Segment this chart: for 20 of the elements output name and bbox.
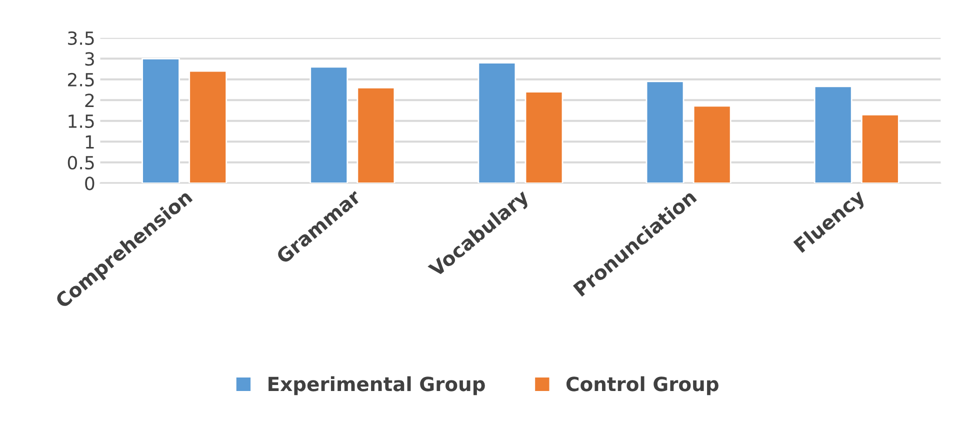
y-tick-label: 2 (85, 94, 94, 107)
bar (646, 80, 684, 184)
y-tick-label: 1 (86, 135, 94, 148)
bar (524, 91, 564, 184)
y-tick-label: 1.5 (68, 114, 94, 128)
bar (188, 70, 228, 184)
bar (310, 66, 348, 184)
bar (860, 114, 900, 184)
legend-label: Experimental Group (268, 376, 485, 396)
bar (356, 86, 396, 184)
bar (692, 105, 732, 184)
y-tick-label: 3 (85, 52, 94, 66)
y-tick-label: 3.5 (68, 31, 94, 46)
bar (814, 86, 852, 184)
legend-label: Control Group (566, 376, 718, 396)
bar (478, 62, 516, 184)
y-tick-label: 2.5 (68, 72, 94, 87)
bar (142, 58, 180, 184)
y-tick-label: 0 (85, 176, 94, 190)
y-tick-label: 0.5 (68, 156, 94, 170)
